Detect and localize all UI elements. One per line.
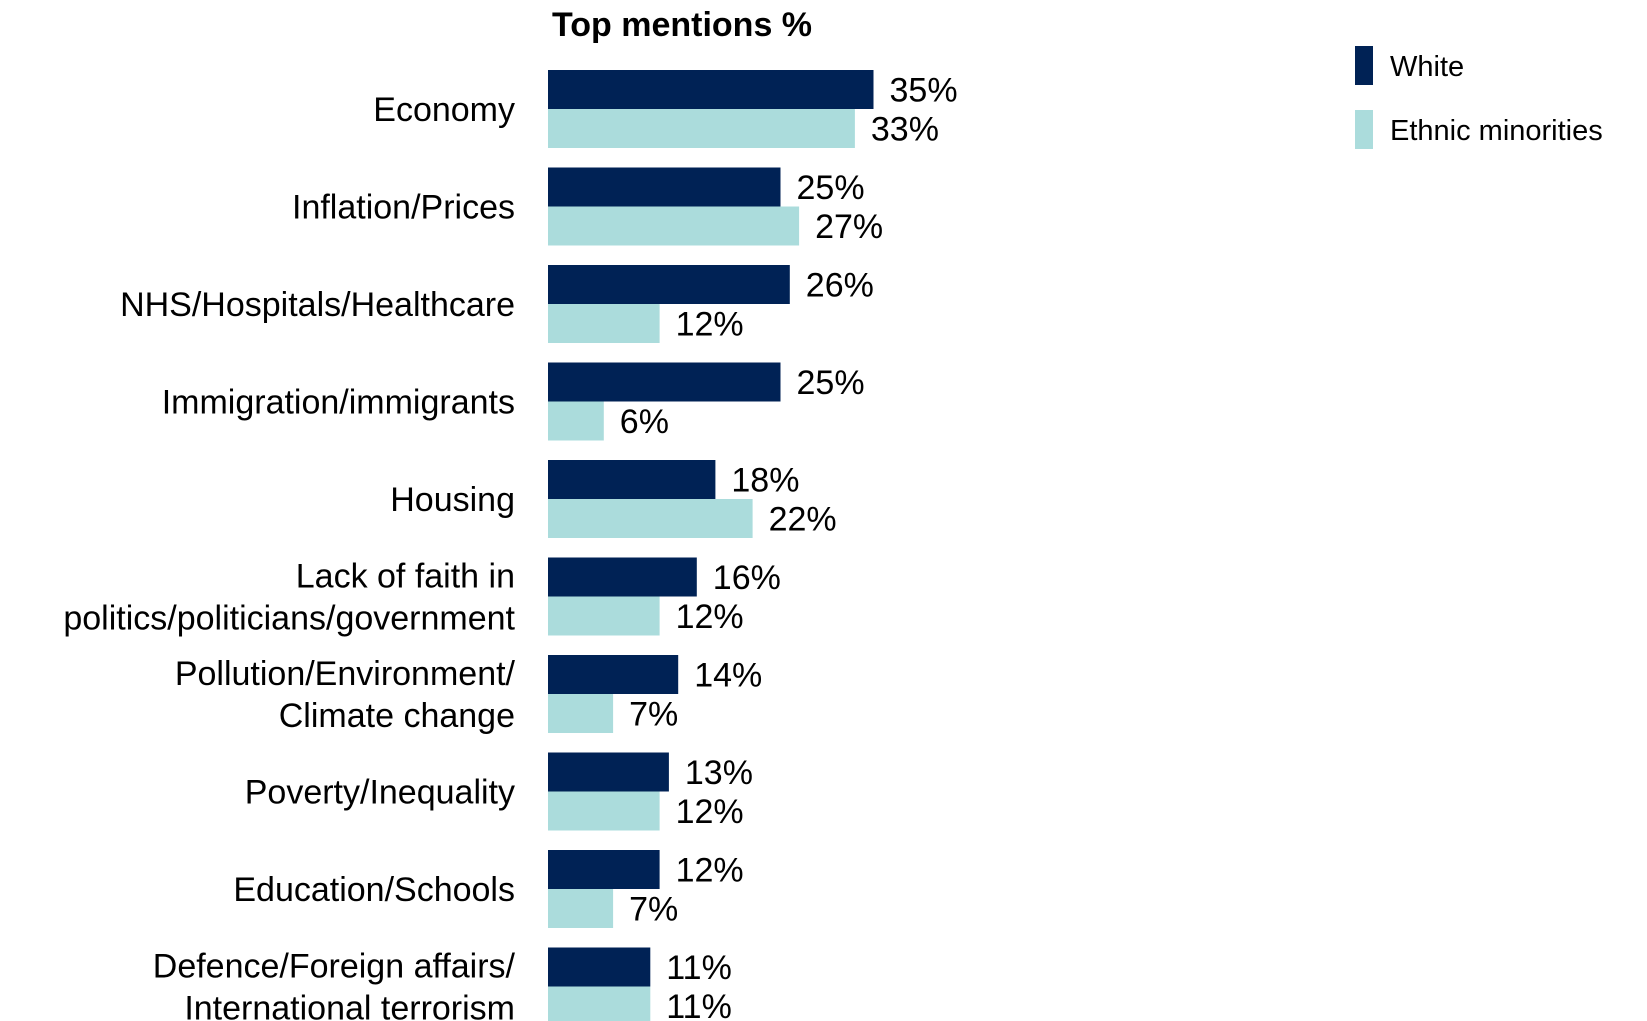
category-label: Defence/Foreign affairs/	[153, 948, 516, 986]
category-label: Housing	[390, 481, 515, 519]
bar-ethnic-minorities	[548, 986, 651, 1021]
data-label: 22%	[769, 501, 837, 539]
category-label: Climate change	[279, 697, 515, 735]
data-label: 12%	[676, 598, 744, 636]
category-label: Pollution/Environment/	[175, 655, 516, 693]
bar-ethnic-minorities	[548, 694, 614, 733]
bar-white	[548, 947, 651, 987]
bar-white	[548, 265, 790, 304]
data-label: 16%	[713, 559, 781, 597]
bar-white	[548, 752, 669, 792]
bar-white	[548, 70, 874, 109]
category-label: Immigration/immigrants	[162, 384, 515, 422]
chart-title: Top mentions %	[552, 6, 812, 44]
data-label: 26%	[806, 267, 874, 305]
bar-ethnic-minorities	[548, 596, 660, 636]
bar-ethnic-minorities	[548, 401, 604, 441]
category-label: Lack of faith in	[296, 558, 515, 596]
legend-label: Ethnic minorities	[1390, 115, 1603, 147]
bars-layer: Economy35%33%Inflation/Prices25%27%NHS/H…	[63, 70, 958, 1021]
bar-ethnic-minorities	[548, 109, 855, 148]
bar-white	[548, 557, 697, 597]
data-label: 13%	[685, 754, 753, 792]
data-label: 11%	[666, 988, 732, 1021]
bar-ethnic-minorities	[548, 206, 800, 246]
data-label: 14%	[694, 657, 762, 695]
data-label: 25%	[797, 169, 865, 207]
data-label: 18%	[731, 462, 799, 500]
bar-white	[548, 850, 660, 889]
data-label: 12%	[676, 306, 744, 344]
data-label: 25%	[797, 364, 865, 402]
category-label: Inflation/Prices	[292, 189, 515, 227]
data-label: 12%	[676, 852, 744, 890]
category-label: Economy	[373, 91, 515, 129]
legend: White Ethnic minorities	[1355, 46, 1603, 149]
bar-ethnic-minorities	[548, 889, 614, 928]
category-label: NHS/Hospitals/Healthcare	[120, 286, 515, 324]
data-label: 11%	[666, 949, 732, 987]
category-label: International terrorism	[184, 990, 515, 1021]
category-label: politics/politicians/government	[63, 600, 515, 638]
data-label: 6%	[620, 403, 669, 441]
category-label: Education/Schools	[233, 871, 515, 909]
bar-ethnic-minorities	[548, 499, 753, 538]
data-label: 35%	[890, 72, 958, 110]
legend-swatch	[1355, 46, 1373, 85]
bar-white	[548, 167, 781, 207]
data-label: 27%	[815, 208, 883, 246]
data-label: 7%	[629, 891, 678, 929]
data-label: 12%	[676, 793, 744, 831]
bar-white	[548, 655, 679, 694]
bar-white	[548, 460, 716, 499]
category-label: Poverty/Inequality	[245, 774, 515, 812]
data-label: 7%	[629, 696, 678, 734]
bar-white	[548, 362, 781, 402]
legend-label: White	[1390, 51, 1464, 83]
legend-swatch	[1355, 110, 1373, 149]
bar-ethnic-minorities	[548, 304, 660, 343]
bar-ethnic-minorities	[548, 791, 660, 831]
data-label: 33%	[871, 111, 939, 149]
